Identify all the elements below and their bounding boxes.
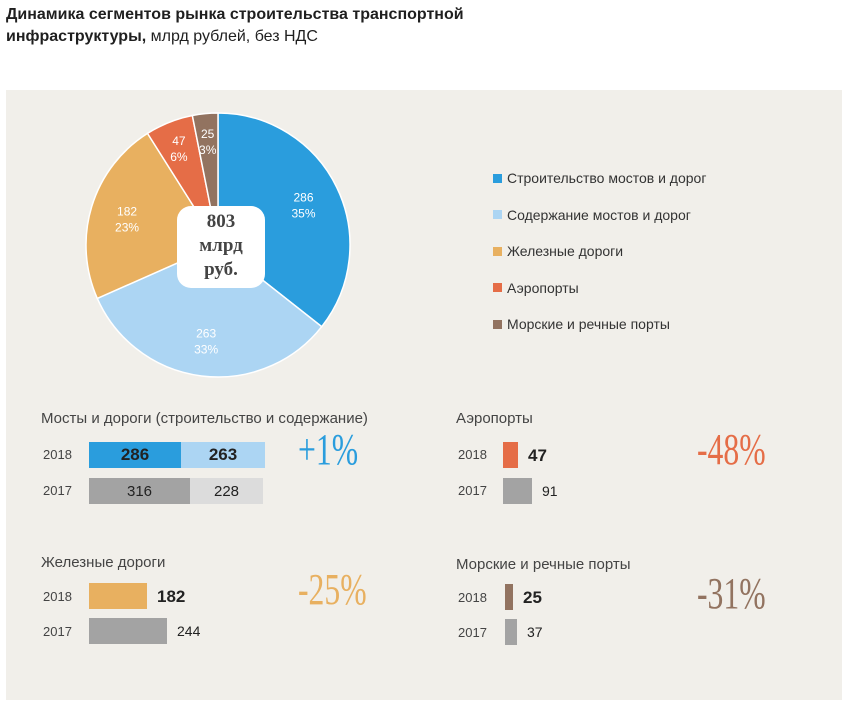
chart-title-bold: Динамика сегментов рынка строительства т… [6,6,464,45]
pie-slice-construction [217,112,351,328]
pie-label-airports-value: 47 [172,134,186,148]
bar-rail-2017 [89,618,167,644]
roads-change: +1% [298,425,359,474]
legend-swatch-airports [493,283,502,293]
bar-roads-2018-construction: 286 [89,442,181,468]
airports-change: -48% [697,425,766,474]
rail-change: -25% [298,565,367,614]
legend-swatch-construction [493,173,502,183]
pie-label-rail-percent: 23% [115,220,139,234]
bar-roads-2017-maintenance-label: 228 [213,482,240,500]
rail-year-2018: 2018 [43,589,72,604]
pie-label-rail-value: 182 [117,204,137,218]
bar-airports-2017-label: 91 [542,483,558,499]
legend-item-rail: Железные дороги [493,233,706,270]
ports-section-title: Морские и речные порты [456,556,631,573]
bar-roads-2017-maintenance: 228 [190,478,263,504]
legend-label-airports: Аэропорты [507,279,579,296]
pie-total-unit-2: руб. [204,259,238,280]
roads-year-2018: 2018 [43,447,72,462]
bar-roads-2017-construction: 316 [89,478,190,504]
chart-title-unit: млрд рублей, без НДС [146,28,318,45]
legend-item-construction: Строительство мостов и дорог [493,160,706,197]
bar-ports-2017-label: 37 [527,624,543,640]
ports-year-2017: 2017 [458,625,487,640]
pie-label-ports-percent: 3% [199,143,217,157]
bar-ports-2017 [505,619,517,645]
legend-swatch-maintenance [493,210,502,220]
rail-section-title: Железные дороги [41,554,166,571]
bar-roads-2018-maintenance-label: 263 [208,445,238,464]
ports-change: -31% [697,569,766,618]
pie-legend: Строительство мостов и дорог Содержание … [493,160,706,343]
legend-label-construction: Строительство мостов и дорог [507,170,707,187]
rail-year-2017: 2017 [43,624,72,639]
pie-slice-maintenance [96,244,323,378]
legend-label-rail: Железные дороги [507,243,624,260]
legend-item-ports: Морские и речные порты [493,306,706,343]
pie-label-maintenance-percent: 33% [194,342,218,356]
pie-label-construction-percent: 35% [291,207,315,221]
airports-year-2017: 2017 [458,483,487,498]
bar-roads-2018-construction-label: 286 [120,445,150,464]
pie-label-construction-value: 286 [293,191,313,205]
bar-rail-2018 [89,583,147,609]
bar-rail-2018-label: 182 [157,587,186,606]
legend-swatch-ports [493,319,502,329]
bar-ports-2018-label: 25 [523,588,542,607]
pie-label-maintenance-value: 263 [196,326,216,340]
legend-label-ports: Морские и речные порты [507,316,670,333]
bar-airports-2017 [503,478,532,504]
pie-total-value: 803 [206,211,236,232]
bar-airports-2018-label: 47 [528,446,547,465]
airports-section-title: Аэропорты [456,410,533,427]
bar-ports-2018 [505,584,513,610]
roads-section-title: Мосты и дороги (строительство и содержан… [41,410,368,427]
legend-swatch-rail [493,246,502,256]
pie-label-airports-percent: 6% [170,150,188,164]
airports-year-2018: 2018 [458,447,487,462]
pie-total-box: 803 млрд руб. [177,206,265,288]
pie-total-unit-1: млрд [199,235,243,256]
legend-item-airports: Аэропорты [493,270,706,307]
bar-rail-2017-label: 244 [177,623,201,639]
legend-item-maintenance: Содержание мостов и дорог [493,197,706,234]
ports-year-2018: 2018 [458,590,487,605]
legend-label-maintenance: Содержание мостов и дорог [507,206,691,223]
roads-year-2017: 2017 [43,483,72,498]
bar-roads-2017-construction-label: 316 [126,482,153,500]
bar-roads-2018-maintenance: 263 [181,442,265,468]
bar-airports-2018 [503,442,518,468]
chart-title: Динамика сегментов рынка строительства т… [6,4,526,48]
pie-label-ports-value: 25 [201,127,215,141]
